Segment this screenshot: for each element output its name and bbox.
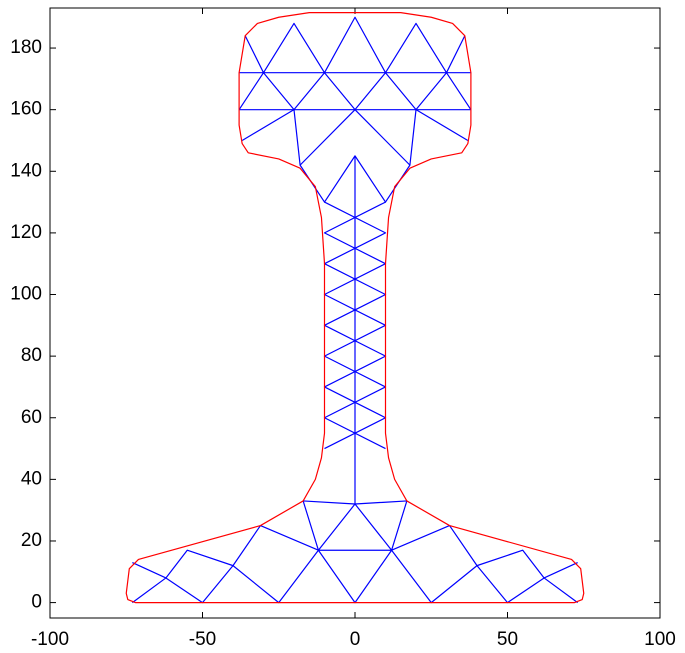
x-tick-label: -100 (31, 629, 69, 650)
y-tick-label: 40 (21, 468, 42, 489)
line-piece (131, 549, 579, 604)
line-piece (132, 500, 578, 579)
y-tick-label: 20 (21, 530, 42, 551)
y-tick-label: 160 (10, 99, 42, 120)
y-tick-label: 100 (10, 284, 42, 305)
y-tick-label: 60 (21, 407, 42, 428)
y-tick-label: 180 (10, 37, 42, 58)
y-tick-label: 0 (31, 592, 42, 613)
x-tick-label: 0 (350, 629, 361, 650)
y-tick-label: 140 (10, 160, 42, 181)
x-tick-label: 100 (644, 629, 676, 650)
x-tick-label: 50 (497, 629, 518, 650)
y-tick-label: 80 (21, 345, 42, 366)
line-piece (317, 503, 393, 551)
line-piece (125, 12, 585, 604)
y-tick-label: 120 (10, 222, 42, 243)
line-piece (244, 16, 466, 74)
line-piece (299, 155, 411, 203)
x-tick-label: -50 (189, 629, 216, 650)
line-piece (238, 72, 472, 111)
